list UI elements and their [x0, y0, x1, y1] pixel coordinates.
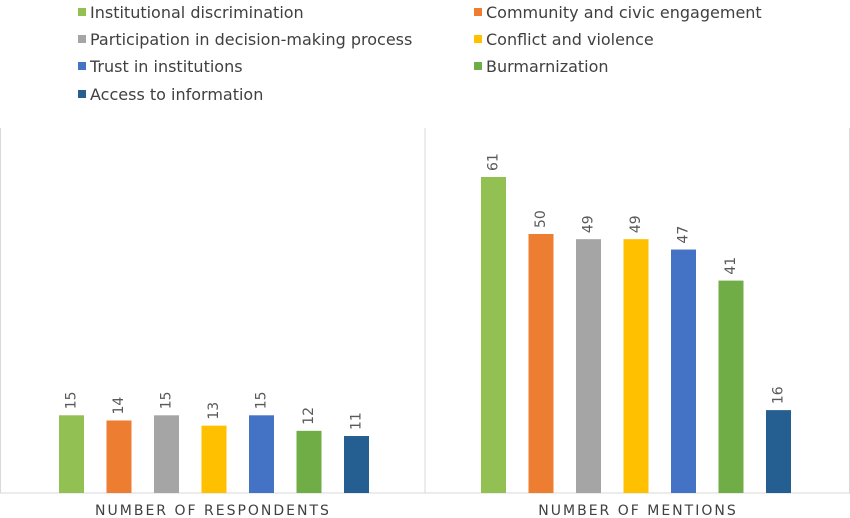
legend-label: Participation in decision-making process: [90, 29, 413, 49]
data-label: 13: [206, 402, 222, 420]
legend-item: Conflict and violence: [474, 27, 654, 51]
legend-label: Access to information: [90, 84, 264, 104]
legend-swatch: [78, 62, 86, 70]
legend-item: Participation in decision-making process: [78, 27, 412, 51]
data-label: 41: [723, 257, 739, 275]
data-label: 15: [159, 391, 175, 409]
bar: [671, 249, 696, 493]
bar: [249, 415, 274, 493]
legend-item: Access to information: [78, 82, 263, 106]
legend-item: Institutional discrimination: [78, 0, 304, 24]
data-label: 47: [676, 226, 692, 244]
data-label: 15: [64, 391, 80, 409]
legend-label: Institutional discrimination: [90, 2, 304, 22]
bar: [576, 239, 601, 493]
data-label: 12: [301, 407, 317, 425]
bar: [481, 177, 506, 493]
legend-swatch: [474, 35, 482, 43]
data-label: 14: [111, 397, 127, 415]
legend: Institutional discrimination Community a…: [0, 0, 850, 110]
legend-label: Trust in institutions: [90, 56, 243, 76]
bar: [106, 420, 132, 493]
legend-label: Burmarnization: [486, 56, 609, 76]
legend-item: Community and civic engagement: [474, 0, 762, 24]
data-label: 49: [628, 215, 644, 233]
bar: [623, 239, 649, 493]
legend-item: Burmarnization: [474, 54, 609, 78]
bar-layer: [59, 177, 791, 493]
bar: [718, 280, 744, 493]
data-label: 11: [349, 412, 365, 430]
bar: [528, 233, 554, 493]
bar: [59, 415, 84, 493]
legend-swatch: [474, 62, 482, 70]
bar: [296, 430, 322, 493]
bar: [154, 415, 179, 493]
legend-label: Conflict and violence: [486, 29, 654, 49]
category-label-mentions: NUMBER OF MENTIONS: [538, 503, 737, 518]
category-label-respondents: NUMBER OF RESPONDENTS: [95, 503, 331, 518]
bar: [344, 436, 369, 493]
data-label: 49: [581, 215, 597, 233]
legend-swatch: [474, 8, 482, 16]
legend-label: Community and civic engagement: [486, 2, 762, 22]
data-label-layer: 15 14 15 13 15 12 11 61 50 49 49 47 41 16: [64, 153, 787, 430]
bar: [201, 425, 227, 493]
data-label: 61: [486, 153, 502, 171]
data-label: 15: [254, 391, 270, 409]
legend-swatch: [78, 90, 86, 98]
bar: [766, 410, 791, 493]
legend-swatch: [78, 8, 86, 16]
data-label: 16: [771, 386, 787, 404]
legend-item: Trust in institutions: [78, 54, 243, 78]
legend-swatch: [78, 35, 86, 43]
data-label: 50: [533, 210, 549, 228]
